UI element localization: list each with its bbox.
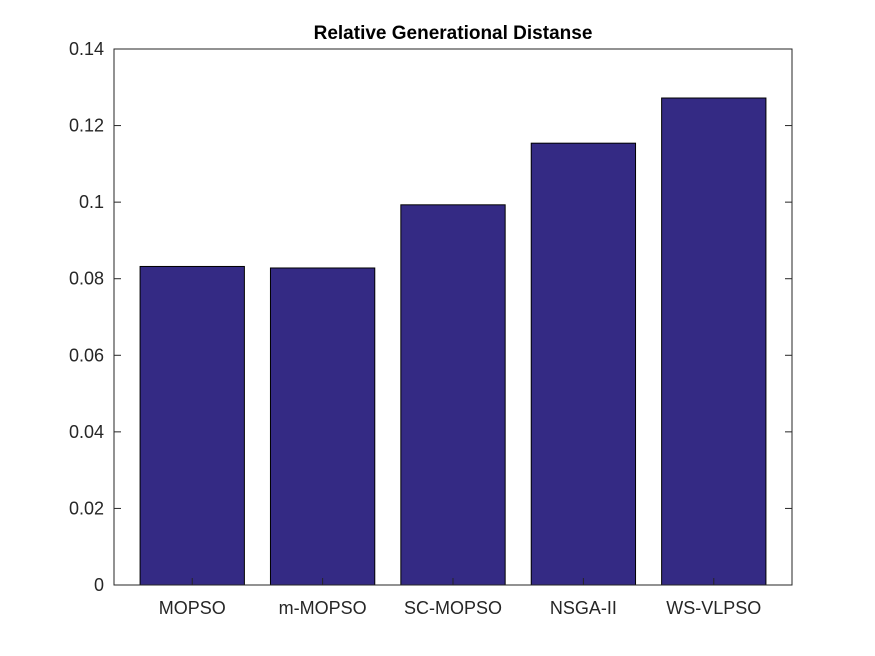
bar-mopso (139, 265, 245, 586)
labels-layer: MOPSO m-MOPSO SC-MOPSO NSGA-II WS-VLPSO 0 0.02… (69, 39, 761, 618)
y-tick-label: 0.12 (69, 116, 104, 136)
bar-nsga-ii (530, 142, 637, 586)
x-tick-label: m-MOPSO (279, 598, 367, 618)
plot-axes-box (113, 48, 793, 586)
y-tick-label: 0.08 (69, 269, 104, 289)
bar-sc-mopso (400, 204, 506, 586)
bars-layer (139, 97, 767, 586)
y-tick-label: 0.04 (69, 422, 104, 442)
x-tick-label: NSGA-II (550, 598, 617, 618)
chart-title: Relative Generational Distanse (314, 23, 593, 44)
bar-ws-vlpso (661, 97, 767, 586)
x-tick-label: SC-MOPSO (404, 598, 502, 618)
y-tick-label: 0.02 (69, 498, 104, 518)
y-tick-label: 0 (94, 575, 104, 595)
bar-m-mopso (269, 267, 376, 586)
x-tick-label: MOPSO (159, 598, 226, 618)
x-tick-label: WS-VLPSO (666, 598, 761, 618)
y-tick-label: 0.1 (79, 192, 104, 212)
y-tick-label: 0.14 (69, 39, 104, 59)
y-tick-label: 0.06 (69, 345, 104, 365)
